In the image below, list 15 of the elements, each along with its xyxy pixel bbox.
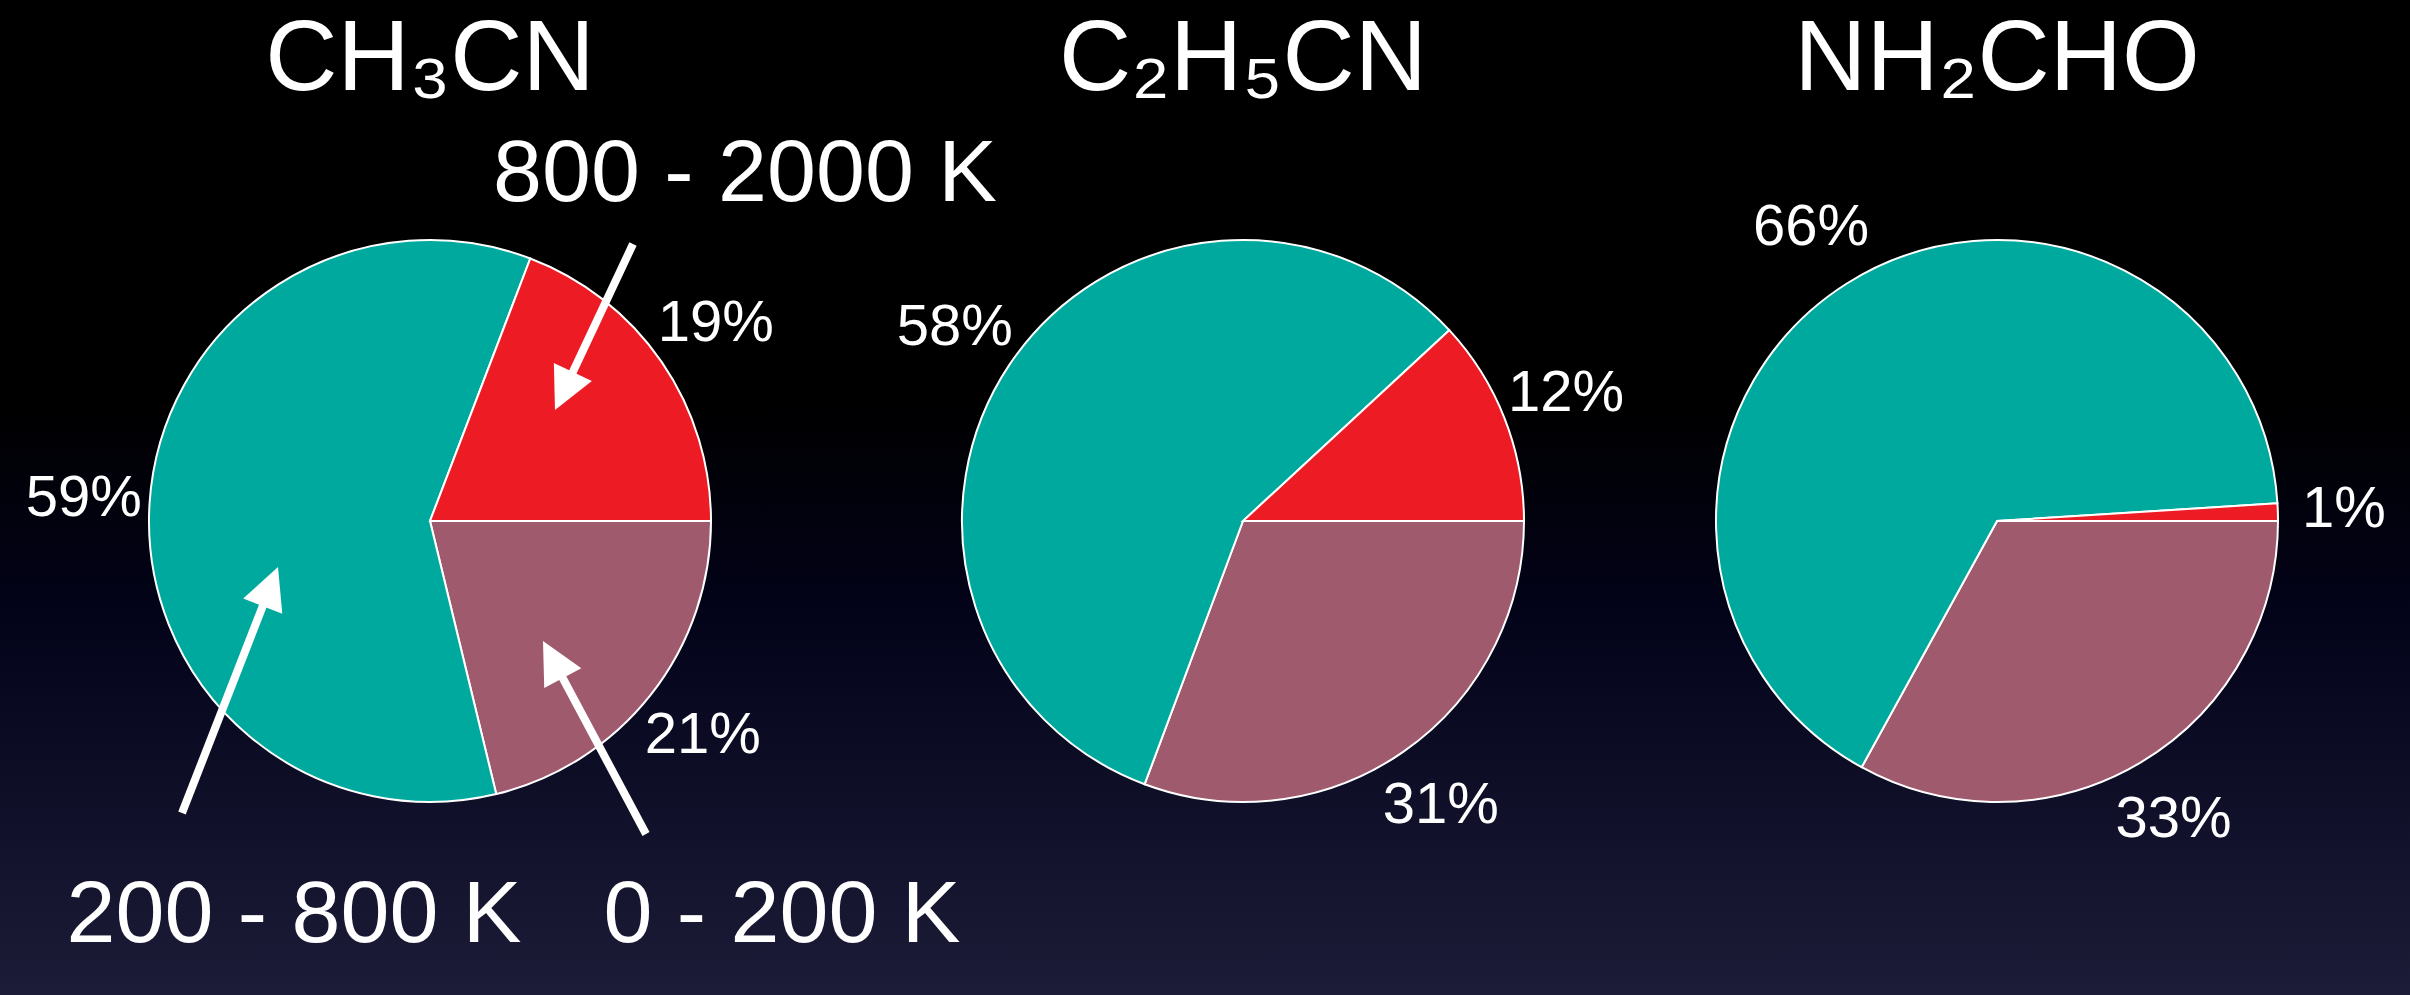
chart-title: CH₃CN	[265, 0, 595, 111]
data-label: 66%	[1753, 192, 1870, 258]
data-label: 1%	[2301, 474, 2386, 540]
chart-title: NH₂CHO	[1794, 0, 2200, 111]
data-label: 59%	[25, 462, 142, 528]
slice-label: 800 - 2000 K	[493, 121, 997, 220]
data-label: 19%	[657, 288, 774, 354]
slice-label: 200 - 800 K	[66, 862, 522, 961]
data-label: 58%	[896, 291, 1013, 357]
slice-label: 0 - 200 K	[603, 862, 961, 961]
data-label: 12%	[1508, 358, 1625, 424]
chart-title: C₂H₅CN	[1059, 0, 1427, 111]
data-label: 33%	[2115, 783, 2232, 849]
data-label: 31%	[1382, 770, 1499, 836]
data-label: 21%	[644, 699, 761, 765]
